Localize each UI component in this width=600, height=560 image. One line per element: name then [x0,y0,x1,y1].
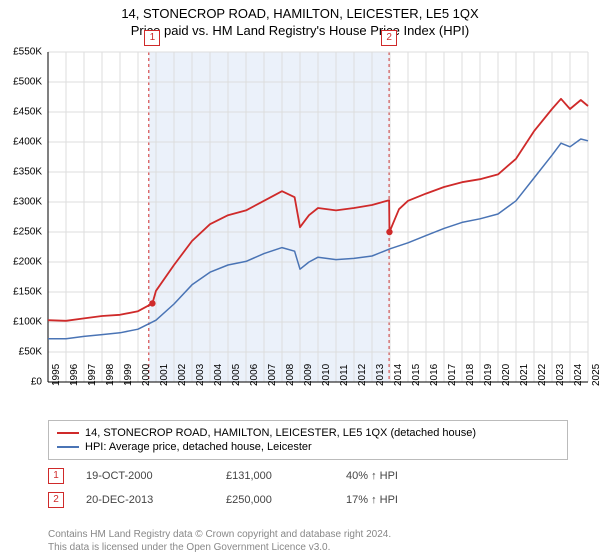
x-axis-label: 2015 [411,364,422,386]
x-axis-label: 2002 [177,364,188,386]
sale-row: 2 20-DEC-2013 £250,000 17% ↑ HPI [48,492,466,508]
x-axis-label: 2003 [195,364,206,386]
x-axis-label: 2011 [339,364,350,386]
x-axis-label: 2009 [303,364,314,386]
x-axis-label: 2008 [285,364,296,386]
y-axis-label: £400K [13,137,42,148]
y-axis-label: £0 [31,377,42,388]
x-axis-label: 2019 [483,364,494,386]
x-axis-label: 2017 [447,364,458,386]
x-axis-label: 2024 [573,364,584,386]
x-axis-label: 1995 [51,364,62,386]
chart-marker: 2 [381,30,397,46]
x-axis-label: 2016 [429,364,440,386]
x-axis-label: 1998 [105,364,116,386]
x-axis-label: 1997 [87,364,98,386]
x-axis-label: 1996 [69,364,80,386]
y-axis-label: £100K [13,317,42,328]
chart-svg [48,52,588,382]
sale-price: £131,000 [226,470,346,482]
chart-area: £0£50K£100K£150K£200K£250K£300K£350K£400… [48,52,588,382]
title-line-2: Price paid vs. HM Land Registry's House … [0,23,600,38]
x-axis-label: 1999 [123,364,134,386]
x-axis-label: 2014 [393,364,404,386]
y-axis-label: £350K [13,167,42,178]
y-axis-label: £550K [13,47,42,58]
x-axis-label: 2022 [537,364,548,386]
x-axis-label: 2005 [231,364,242,386]
y-axis-label: £300K [13,197,42,208]
x-axis-label: 2007 [267,364,278,386]
sale-date: 20-DEC-2013 [86,494,226,506]
y-axis-label: £250K [13,227,42,238]
legend: 14, STONECROP ROAD, HAMILTON, LEICESTER,… [48,420,568,460]
x-axis-label: 2023 [555,364,566,386]
x-axis-label: 2000 [141,364,152,386]
legend-swatch [57,446,79,448]
y-axis-label: £150K [13,287,42,298]
x-axis-label: 2018 [465,364,476,386]
x-axis-label: 2010 [321,364,332,386]
footer: Contains HM Land Registry data © Crown c… [48,528,391,554]
sale-marker: 1 [48,468,64,484]
x-axis-label: 2020 [501,364,512,386]
legend-swatch [57,432,79,434]
sale-hpi: 17% ↑ HPI [346,494,466,506]
sale-price: £250,000 [226,494,346,506]
sale-row: 1 19-OCT-2000 £131,000 40% ↑ HPI [48,468,466,484]
x-axis-label: 2012 [357,364,368,386]
sale-marker: 2 [48,492,64,508]
chart-marker: 1 [144,30,160,46]
y-axis-label: £200K [13,257,42,268]
sale-date: 19-OCT-2000 [86,470,226,482]
x-axis-label: 2013 [375,364,386,386]
x-axis-label: 2025 [591,364,600,386]
sale-hpi: 40% ↑ HPI [346,470,466,482]
legend-text: HPI: Average price, detached house, Leic… [85,441,312,453]
y-axis-label: £500K [13,77,42,88]
y-axis-label: £450K [13,107,42,118]
legend-row: HPI: Average price, detached house, Leic… [57,441,559,453]
title-line-1: 14, STONECROP ROAD, HAMILTON, LEICESTER,… [0,6,600,21]
y-axis-label: £50K [19,347,42,358]
title-block: 14, STONECROP ROAD, HAMILTON, LEICESTER,… [0,0,600,38]
legend-text: 14, STONECROP ROAD, HAMILTON, LEICESTER,… [85,427,476,439]
chart-container: 14, STONECROP ROAD, HAMILTON, LEICESTER,… [0,0,600,560]
sale-rows: 1 19-OCT-2000 £131,000 40% ↑ HPI 2 20-DE… [48,468,466,516]
footer-line-2: This data is licensed under the Open Gov… [48,541,391,554]
footer-line-1: Contains HM Land Registry data © Crown c… [48,528,391,541]
x-axis-label: 2004 [213,364,224,386]
x-axis-label: 2006 [249,364,260,386]
x-axis-label: 2021 [519,364,530,386]
x-axis-label: 2001 [159,364,170,386]
legend-row: 14, STONECROP ROAD, HAMILTON, LEICESTER,… [57,427,559,439]
